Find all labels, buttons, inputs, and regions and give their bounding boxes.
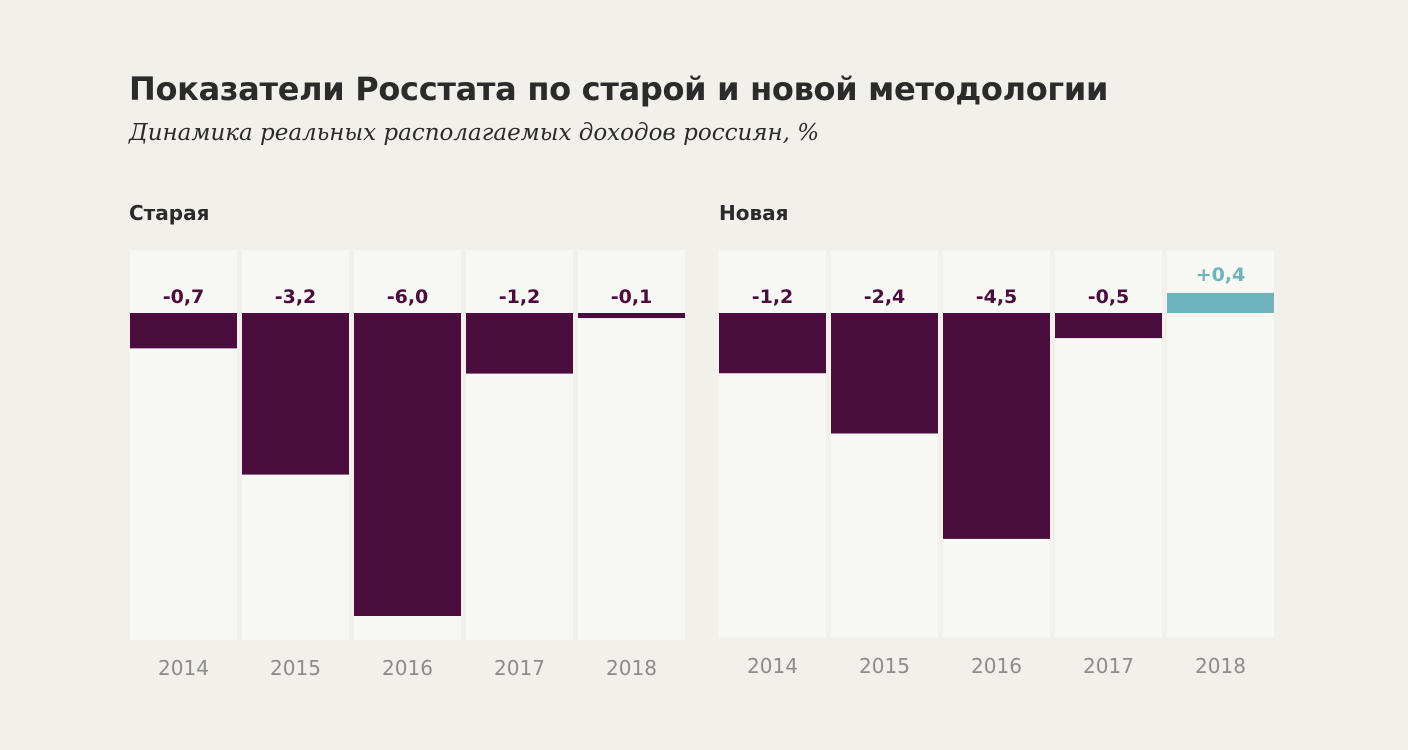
column-background xyxy=(130,250,237,640)
data-label-2018: +0,4 xyxy=(1196,264,1246,286)
bar-2018 xyxy=(578,313,685,319)
bar-2017 xyxy=(466,313,573,374)
column-background xyxy=(466,250,573,640)
data-label-2018: -0,1 xyxy=(611,286,653,308)
bar-2014 xyxy=(719,313,826,374)
x-tick-label-2015: 2015 xyxy=(859,654,910,678)
x-tick-label-2017: 2017 xyxy=(494,656,545,680)
panel-title-old: Старая xyxy=(129,201,210,225)
chart-title: Показатели Росстата по старой и новой ме… xyxy=(129,70,1109,108)
bar-2016 xyxy=(943,313,1050,539)
bar-2014 xyxy=(130,313,237,349)
bar-2015 xyxy=(831,313,938,434)
x-tick-label-2015: 2015 xyxy=(270,656,321,680)
data-label-2016: -6,0 xyxy=(387,286,429,308)
bar-2016 xyxy=(354,313,461,616)
x-tick-label-2016: 2016 xyxy=(971,654,1022,678)
data-label-2015: -2,4 xyxy=(864,286,906,308)
column-background xyxy=(1167,250,1274,638)
x-tick-label-2018: 2018 xyxy=(606,656,657,680)
data-label-2014: -0,7 xyxy=(163,286,205,308)
column-background xyxy=(831,250,938,638)
data-label-2015: -3,2 xyxy=(275,286,317,308)
column-background xyxy=(1055,250,1162,638)
chart-subtitle: Динамика реальных располагаемых доходов … xyxy=(129,120,820,146)
bar-2017 xyxy=(1055,313,1162,339)
x-tick-label-2016: 2016 xyxy=(382,656,433,680)
data-label-2016: -4,5 xyxy=(976,286,1018,308)
panel-title-new: Новая xyxy=(719,201,789,225)
chart-panel-1: -1,2 2014 -2,4 2015 -4,5 2016 -0,5 2017 +0,4 2018 xyxy=(719,250,1274,678)
chart-panel-0: -0,7 2014 -3,2 2015 -6,0 2016 -1,2 2017 -0,1 2018 xyxy=(130,250,685,680)
column-background xyxy=(719,250,826,638)
x-tick-label-2014: 2014 xyxy=(158,656,209,680)
x-tick-label-2017: 2017 xyxy=(1083,654,1134,678)
data-label-2017: -1,2 xyxy=(499,286,541,308)
bar-2015 xyxy=(242,313,349,475)
column-background xyxy=(578,250,685,640)
x-tick-label-2018: 2018 xyxy=(1195,654,1246,678)
bar-2018 xyxy=(1167,292,1274,313)
data-label-2014: -1,2 xyxy=(752,286,794,308)
data-label-2017: -0,5 xyxy=(1088,286,1130,308)
x-tick-label-2014: 2014 xyxy=(747,654,798,678)
